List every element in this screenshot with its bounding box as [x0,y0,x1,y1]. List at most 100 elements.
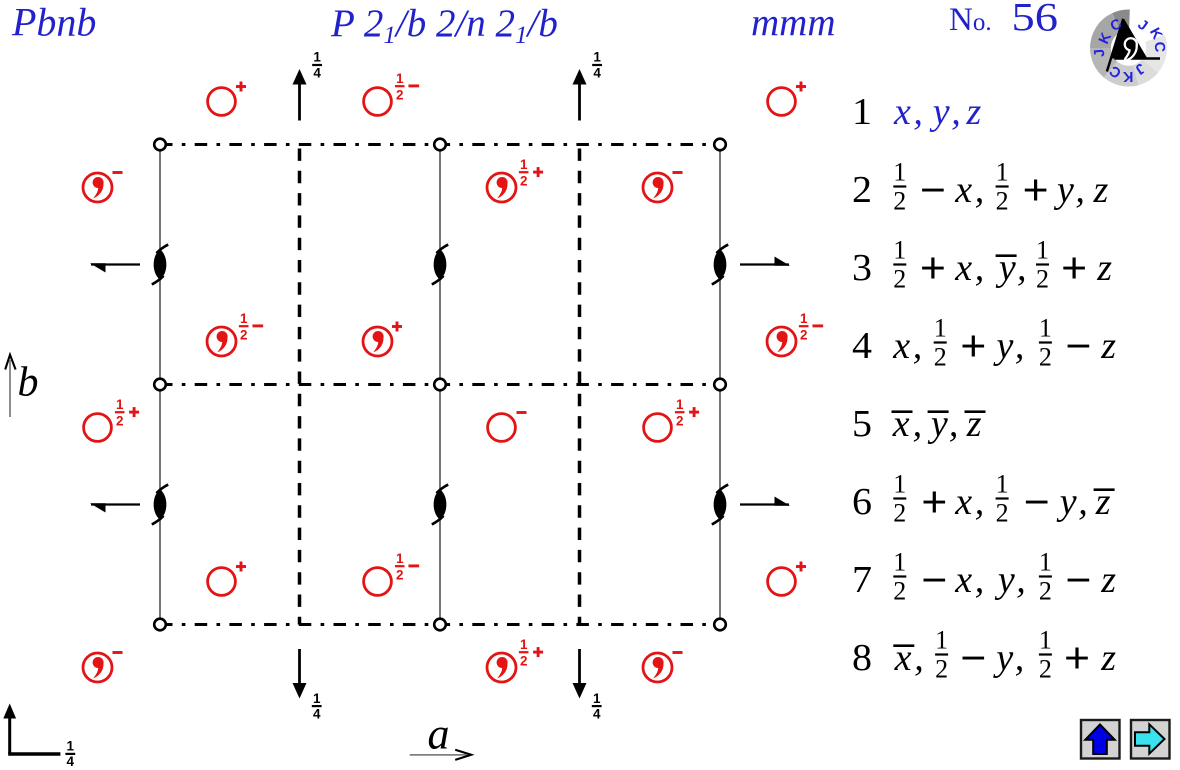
svg-text:x: x [954,559,972,601]
svg-text:1: 1 [1036,236,1049,265]
svg-text:,: , [1015,325,1025,367]
svg-text:x: x [892,403,910,445]
svg-text:2: 2 [893,498,906,527]
svg-text:2: 2 [934,342,947,371]
svg-text:2: 2 [240,328,248,343]
svg-text:z: z [966,91,982,133]
svg-text:y: y [993,325,1014,367]
svg-text:,: , [913,403,923,445]
svg-text:2: 2 [1039,576,1052,605]
svg-text:1: 1 [1039,548,1052,577]
svg-text:C: C [1151,41,1167,53]
svg-text:,: , [1016,559,1026,601]
svg-text:y: y [1056,481,1077,523]
svg-text:4: 4 [593,65,601,80]
svg-text:1: 1 [893,236,906,265]
svg-text:2: 2 [935,654,948,683]
svg-text:1: 1 [996,470,1009,499]
svg-text:1: 1 [1039,626,1052,655]
svg-text:2: 2 [520,654,528,669]
svg-text:,: , [975,169,985,211]
svg-text:,: , [975,559,985,601]
svg-text:1: 1 [240,311,248,326]
svg-text:6: 6 [852,481,872,523]
svg-text:,: , [913,91,923,133]
svg-text:2: 2 [396,88,404,103]
svg-text:1: 1 [313,50,321,65]
svg-text:K: K [1122,68,1133,84]
svg-text:,: , [975,481,985,523]
svg-text:1: 1 [67,739,75,754]
svg-text:z: z [1100,637,1116,679]
svg-text:2: 2 [116,414,124,429]
svg-text:2: 2 [996,186,1009,215]
svg-text:a: a [428,710,450,759]
svg-text:2: 2 [676,414,684,429]
svg-text:y: y [994,559,1015,601]
svg-text:z: z [1095,481,1111,523]
svg-text:2: 2 [893,186,906,215]
svg-text:1: 1 [520,637,528,652]
svg-text:1: 1 [676,397,684,412]
svg-text:,: , [913,325,923,367]
svg-text:mmm: mmm [751,2,836,45]
svg-text:,: , [951,91,961,133]
svg-text:x: x [894,637,912,679]
svg-text:2: 2 [1036,264,1049,293]
svg-text:2: 2 [396,568,404,583]
svg-text:2: 2 [893,264,906,293]
svg-text:No.: No. [949,2,992,38]
svg-text:1: 1 [313,691,321,706]
svg-text:,: , [1017,247,1027,289]
svg-text:z: z [1100,325,1116,367]
svg-text:1: 1 [116,397,124,412]
svg-text:1: 1 [935,626,948,655]
svg-text:1: 1 [852,91,872,133]
svg-text:1: 1 [593,691,601,706]
svg-text:56: 56 [1012,0,1059,40]
svg-text:1: 1 [893,548,906,577]
svg-text:z: z [1093,169,1109,211]
svg-text:x: x [892,325,910,367]
svg-text:4: 4 [593,706,601,721]
svg-text:4: 4 [313,706,321,721]
svg-text:y: y [995,247,1016,289]
svg-text:P 21/b 2/n 21/b: P 21/b 2/n 21/b [330,2,558,49]
svg-text:2: 2 [800,328,808,343]
svg-text:b: b [18,360,39,406]
svg-text:y: y [992,637,1013,679]
svg-text:x: x [893,91,911,133]
svg-text:z: z [1100,559,1116,601]
svg-text:2: 2 [893,576,906,605]
svg-text:2: 2 [996,498,1009,527]
svg-text:2: 2 [1039,654,1052,683]
svg-text:y: y [927,403,948,445]
svg-text:,: , [975,247,985,289]
svg-text:1: 1 [996,158,1009,187]
svg-text:z: z [966,403,982,445]
svg-text:1: 1 [1039,314,1052,343]
svg-text:1: 1 [520,157,528,172]
svg-text:2: 2 [520,174,528,189]
svg-text:y: y [929,91,950,133]
svg-text:2: 2 [852,169,872,211]
svg-text:z: z [1096,247,1112,289]
svg-text:5: 5 [852,403,872,445]
svg-text:8: 8 [852,637,872,679]
svg-text:y: y [1053,169,1074,211]
svg-text:4: 4 [852,325,872,367]
svg-text:,: , [914,637,924,679]
svg-text:1: 1 [934,314,947,343]
svg-text:,: , [949,403,959,445]
svg-text:Pbnb: Pbnb [11,0,96,45]
svg-text:J: J [1092,48,1109,57]
svg-text:,: , [1078,481,1088,523]
svg-text:1: 1 [396,551,404,566]
svg-text:2: 2 [1039,342,1052,371]
svg-text:1: 1 [593,50,601,65]
svg-text:x: x [954,481,972,523]
svg-text:1: 1 [893,470,906,499]
svg-text:,: , [1075,169,1085,211]
svg-text:,: , [1015,637,1025,679]
svg-text:1: 1 [893,158,906,187]
